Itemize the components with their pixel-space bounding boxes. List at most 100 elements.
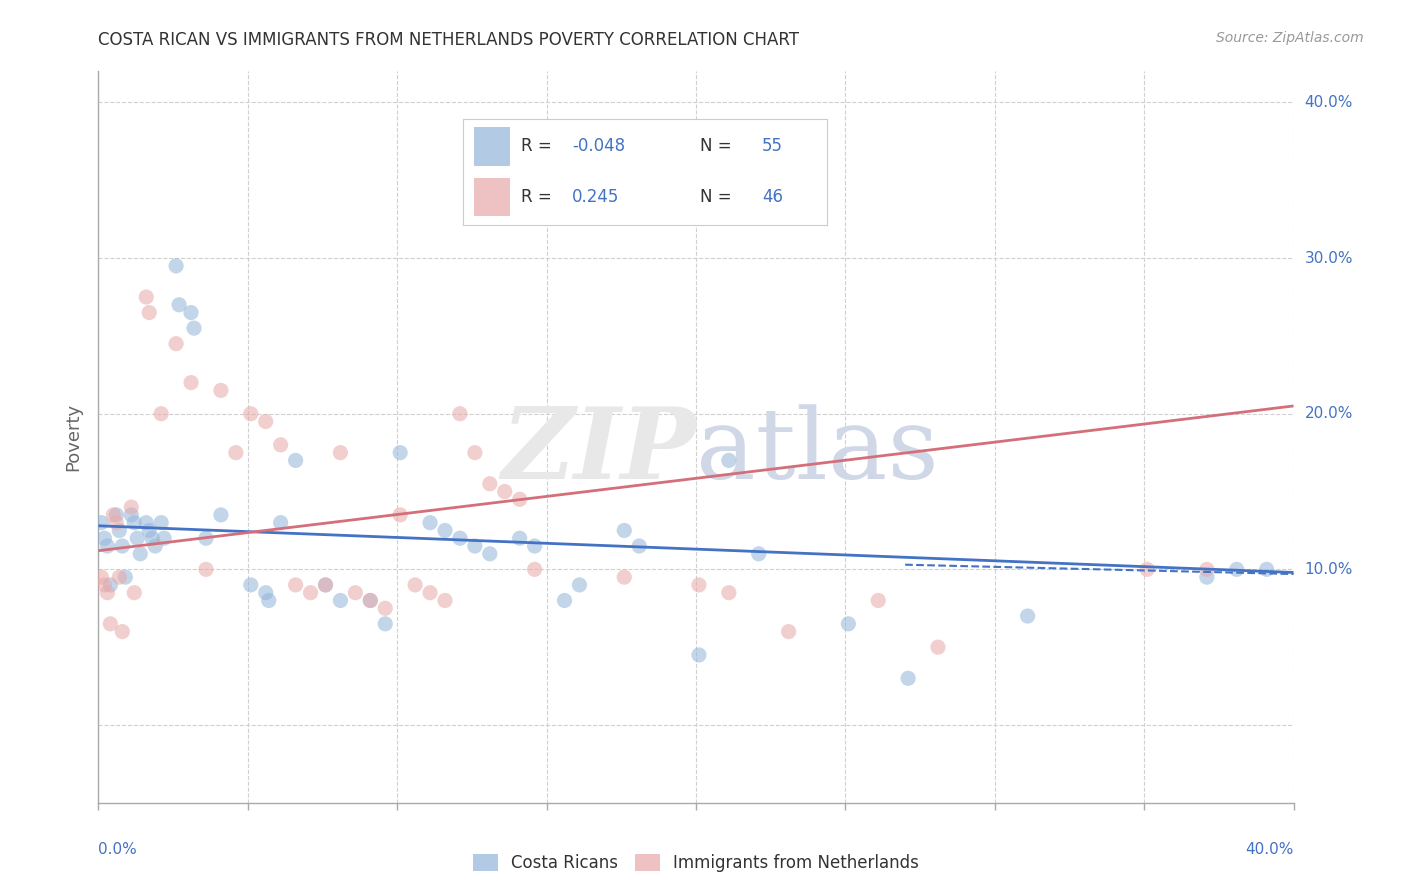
Point — [837, 616, 859, 631]
Point — [389, 445, 412, 459]
Point — [138, 524, 160, 538]
Point — [434, 593, 457, 607]
Legend: Costa Ricans, Immigrants from Netherlands: Costa Ricans, Immigrants from Netherland… — [467, 847, 925, 879]
Point — [404, 578, 426, 592]
Point — [1017, 609, 1039, 624]
Point — [111, 624, 134, 639]
Point — [124, 516, 146, 530]
Point — [464, 539, 486, 553]
Point — [105, 508, 128, 522]
Point — [183, 321, 205, 335]
Point — [165, 336, 187, 351]
Text: Source: ZipAtlas.com: Source: ZipAtlas.com — [1216, 31, 1364, 45]
Point — [568, 578, 591, 592]
Point — [180, 376, 202, 390]
Point — [449, 531, 471, 545]
Point — [868, 593, 890, 607]
Point — [96, 585, 118, 599]
Point — [209, 384, 232, 398]
Point — [523, 539, 546, 553]
Point — [167, 298, 190, 312]
Point — [90, 516, 112, 530]
Point — [120, 500, 142, 515]
Point — [141, 531, 163, 545]
Point — [194, 562, 218, 576]
Point — [374, 616, 396, 631]
Point — [180, 305, 202, 319]
Point — [239, 578, 262, 592]
Point — [103, 508, 125, 522]
Point — [284, 453, 307, 467]
Point — [135, 516, 157, 530]
Point — [254, 585, 277, 599]
Point — [1195, 570, 1218, 584]
Point — [225, 445, 247, 459]
Point — [419, 516, 441, 530]
Point — [93, 578, 115, 592]
Point — [1195, 562, 1218, 576]
Point — [494, 484, 516, 499]
Point — [165, 259, 187, 273]
Point — [748, 547, 770, 561]
Point — [389, 508, 412, 522]
Point — [135, 290, 157, 304]
Point — [688, 578, 710, 592]
Point — [897, 671, 920, 685]
Point — [523, 562, 546, 576]
Point — [509, 531, 531, 545]
Point — [96, 539, 118, 553]
Point — [98, 578, 122, 592]
Text: COSTA RICAN VS IMMIGRANTS FROM NETHERLANDS POVERTY CORRELATION CHART: COSTA RICAN VS IMMIGRANTS FROM NETHERLAN… — [98, 31, 800, 49]
Point — [93, 531, 115, 545]
Text: 40.0%: 40.0% — [1246, 842, 1294, 856]
Point — [613, 524, 636, 538]
Point — [717, 453, 740, 467]
Point — [90, 570, 112, 584]
Point — [257, 593, 280, 607]
Point — [1256, 562, 1278, 576]
Point — [153, 531, 176, 545]
Point — [120, 508, 142, 522]
Point — [108, 570, 131, 584]
Y-axis label: Poverty: Poverty — [65, 403, 83, 471]
Point — [628, 539, 651, 553]
Text: 20.0%: 20.0% — [1305, 406, 1353, 421]
Text: 40.0%: 40.0% — [1305, 95, 1353, 110]
Point — [329, 593, 352, 607]
Point — [270, 516, 292, 530]
Point — [434, 524, 457, 538]
Text: 30.0%: 30.0% — [1305, 251, 1353, 266]
Point — [927, 640, 949, 655]
Text: 0.0%: 0.0% — [98, 842, 138, 856]
Point — [150, 516, 173, 530]
Point — [1136, 562, 1159, 576]
Point — [111, 539, 134, 553]
Point — [124, 585, 146, 599]
Point — [478, 476, 501, 491]
Point — [359, 593, 381, 607]
Point — [315, 578, 337, 592]
Point — [239, 407, 262, 421]
Point — [669, 127, 692, 141]
Point — [150, 407, 173, 421]
Point — [478, 547, 501, 561]
Point — [509, 492, 531, 507]
Point — [127, 531, 149, 545]
Point — [419, 585, 441, 599]
Point — [374, 601, 396, 615]
Point — [270, 438, 292, 452]
Text: ZIP: ZIP — [501, 403, 696, 500]
Point — [254, 415, 277, 429]
Point — [108, 524, 131, 538]
Point — [209, 508, 232, 522]
Point — [554, 593, 576, 607]
Point — [359, 593, 381, 607]
Point — [194, 531, 218, 545]
Point — [778, 624, 800, 639]
Point — [613, 570, 636, 584]
Point — [329, 445, 352, 459]
Point — [284, 578, 307, 592]
Text: 10.0%: 10.0% — [1305, 562, 1353, 577]
Text: atlas: atlas — [696, 404, 939, 500]
Point — [299, 585, 322, 599]
